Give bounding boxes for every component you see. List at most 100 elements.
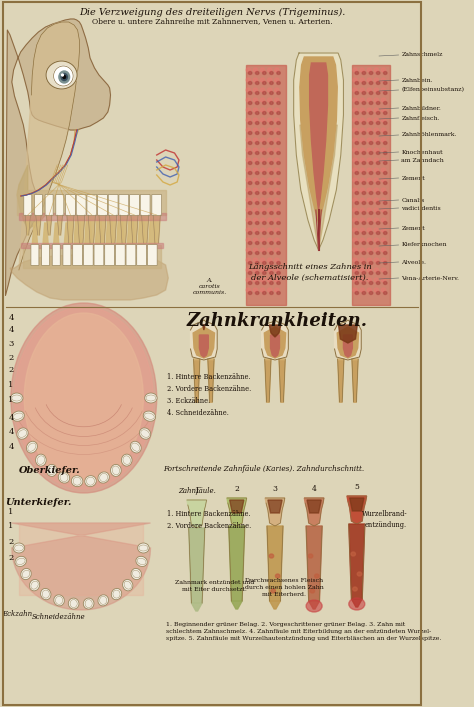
- Ellipse shape: [369, 281, 373, 284]
- Ellipse shape: [260, 238, 265, 242]
- Ellipse shape: [355, 151, 358, 155]
- Ellipse shape: [374, 148, 379, 152]
- Ellipse shape: [367, 188, 372, 192]
- Ellipse shape: [367, 88, 372, 92]
- Polygon shape: [17, 190, 165, 215]
- Ellipse shape: [351, 552, 356, 556]
- Ellipse shape: [270, 161, 273, 165]
- Ellipse shape: [255, 172, 259, 175]
- Ellipse shape: [383, 132, 387, 134]
- Polygon shape: [294, 53, 344, 250]
- Ellipse shape: [381, 178, 386, 182]
- Ellipse shape: [255, 151, 259, 155]
- Ellipse shape: [260, 258, 265, 262]
- Ellipse shape: [362, 192, 365, 194]
- Ellipse shape: [374, 238, 379, 242]
- FancyBboxPatch shape: [105, 245, 115, 266]
- Ellipse shape: [255, 182, 259, 185]
- Ellipse shape: [270, 231, 273, 235]
- Ellipse shape: [255, 262, 259, 264]
- Ellipse shape: [374, 98, 379, 102]
- Ellipse shape: [274, 248, 279, 252]
- FancyBboxPatch shape: [152, 194, 162, 216]
- Ellipse shape: [367, 208, 372, 212]
- FancyBboxPatch shape: [147, 245, 157, 266]
- Ellipse shape: [274, 138, 279, 142]
- Ellipse shape: [367, 68, 372, 72]
- Ellipse shape: [355, 192, 358, 194]
- Ellipse shape: [362, 132, 365, 134]
- Ellipse shape: [360, 248, 365, 252]
- Polygon shape: [6, 19, 110, 295]
- Polygon shape: [231, 601, 242, 609]
- Ellipse shape: [362, 161, 365, 165]
- Polygon shape: [95, 215, 102, 245]
- Ellipse shape: [260, 198, 265, 202]
- Ellipse shape: [270, 172, 273, 175]
- Ellipse shape: [277, 122, 280, 124]
- Ellipse shape: [260, 148, 265, 152]
- Ellipse shape: [253, 228, 258, 232]
- Polygon shape: [88, 215, 95, 243]
- Ellipse shape: [376, 81, 380, 85]
- Ellipse shape: [360, 98, 365, 102]
- Ellipse shape: [14, 307, 153, 489]
- Ellipse shape: [369, 91, 373, 95]
- Ellipse shape: [277, 141, 280, 144]
- Ellipse shape: [246, 198, 251, 202]
- Ellipse shape: [54, 595, 64, 606]
- Ellipse shape: [360, 68, 365, 72]
- Text: Oberkiefer.: Oberkiefer.: [19, 466, 81, 475]
- Ellipse shape: [383, 182, 387, 185]
- FancyBboxPatch shape: [42, 245, 50, 266]
- Ellipse shape: [362, 81, 365, 85]
- Ellipse shape: [36, 454, 46, 466]
- FancyBboxPatch shape: [140, 194, 150, 216]
- Ellipse shape: [62, 74, 64, 76]
- Polygon shape: [138, 215, 145, 245]
- Ellipse shape: [246, 218, 251, 222]
- Ellipse shape: [362, 112, 365, 115]
- Ellipse shape: [383, 291, 387, 295]
- Ellipse shape: [376, 182, 380, 185]
- Ellipse shape: [263, 132, 266, 134]
- Ellipse shape: [381, 248, 386, 252]
- Ellipse shape: [376, 132, 380, 134]
- Polygon shape: [17, 165, 47, 230]
- Ellipse shape: [267, 68, 272, 72]
- Ellipse shape: [246, 128, 251, 132]
- Ellipse shape: [267, 118, 272, 122]
- Ellipse shape: [277, 182, 280, 185]
- Ellipse shape: [63, 76, 65, 78]
- Ellipse shape: [369, 81, 373, 85]
- Ellipse shape: [263, 182, 266, 185]
- Ellipse shape: [353, 138, 357, 142]
- Text: Zahnkrankheiten.: Zahnkrankheiten.: [186, 312, 367, 330]
- Ellipse shape: [248, 112, 252, 115]
- Ellipse shape: [360, 238, 365, 242]
- Ellipse shape: [260, 78, 265, 82]
- Polygon shape: [78, 215, 85, 243]
- Ellipse shape: [267, 208, 272, 212]
- Ellipse shape: [355, 182, 358, 185]
- Text: 1: 1: [8, 508, 14, 516]
- Ellipse shape: [355, 252, 358, 255]
- Polygon shape: [338, 361, 343, 402]
- Ellipse shape: [255, 71, 259, 74]
- Ellipse shape: [306, 600, 322, 612]
- Ellipse shape: [367, 168, 372, 172]
- FancyBboxPatch shape: [24, 194, 32, 216]
- Polygon shape: [264, 327, 286, 358]
- Polygon shape: [338, 325, 357, 343]
- Ellipse shape: [357, 572, 362, 576]
- Text: Obere u. untere Zahnreihe mit Zahnnerven, Venen u. Arterien.: Obere u. untere Zahnreihe mit Zahnnerven…: [91, 17, 332, 25]
- Ellipse shape: [369, 211, 373, 214]
- Ellipse shape: [360, 158, 365, 162]
- Ellipse shape: [61, 74, 67, 81]
- Ellipse shape: [255, 102, 259, 105]
- Ellipse shape: [260, 188, 265, 192]
- Ellipse shape: [260, 88, 265, 92]
- Polygon shape: [43, 223, 48, 245]
- Polygon shape: [300, 57, 337, 223]
- Ellipse shape: [274, 278, 279, 282]
